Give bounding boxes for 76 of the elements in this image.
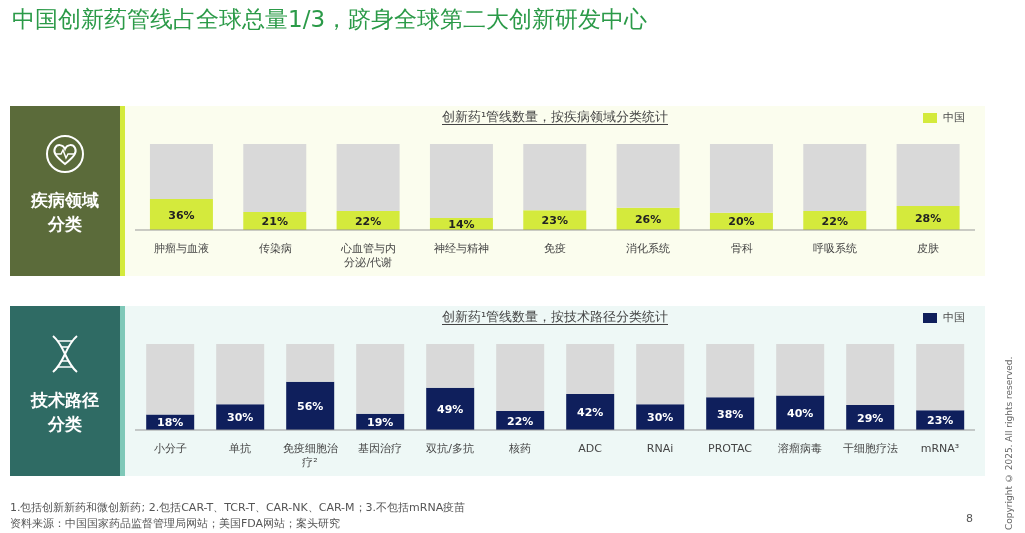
text: Copyright © 2025. All rights reserved.	[1004, 355, 1015, 530]
data-label: 14%	[448, 217, 475, 231]
bar	[426, 387, 475, 430]
bar	[286, 344, 335, 382]
x-tick-label: 皮肤	[917, 242, 940, 255]
data-label: 23%	[541, 214, 568, 228]
text: 8	[966, 512, 973, 525]
x-tick-label: mRNA³	[920, 442, 960, 455]
data-label: 30%	[647, 411, 674, 425]
x-tick-label: 溶瘤病毒	[778, 442, 822, 455]
chart-title: 创新药¹管线数量，按技术路径分类统计	[441, 309, 669, 325]
bar	[523, 144, 587, 211]
x-tick-label: 骨科	[730, 242, 753, 255]
bar	[706, 344, 755, 398]
text: 中国创新药管线占全球总量1/3，跻身全球第二大创新研发中心	[12, 5, 648, 34]
x-tick-label: 消化系统	[626, 242, 671, 255]
x-tick-label: RNAi	[646, 442, 674, 455]
data-label: 38%	[717, 407, 744, 421]
bar	[216, 344, 265, 405]
bar	[286, 381, 335, 430]
data-label: 19%	[367, 415, 394, 429]
bar	[336, 144, 400, 212]
bar	[916, 344, 965, 411]
data-label: 28%	[914, 211, 942, 225]
x-tick-label: 干细胞疗法	[842, 442, 898, 455]
x-tick-label: 免疫	[544, 242, 566, 255]
data-label: 23%	[927, 414, 954, 428]
bar	[776, 344, 825, 396]
legend-label: 中国	[942, 110, 965, 125]
data-label: 21%	[261, 214, 288, 228]
text: 1.包括创新新药和微创新药; 2.包括CAR-T、TCR-T、CAR-NK、CAR-M；3.不包括mRNA疫苗	[10, 500, 466, 516]
x-tick-label: 呼吸系统	[813, 242, 857, 255]
bar	[429, 144, 493, 218]
legend-label: 中国	[942, 310, 965, 325]
data-label: 56%	[297, 399, 324, 413]
text: 资料来源：中国国家药品监督管理局网站；美国FDA网站；案头研究	[10, 516, 342, 532]
data-label: 42%	[577, 405, 604, 419]
x-tick-label: 传染病	[258, 242, 292, 255]
bar	[243, 144, 307, 212]
data-label: 22%	[821, 214, 848, 228]
data-label: 20%	[728, 215, 755, 229]
data-label: 36%	[168, 208, 195, 222]
x-tick-label: 双抗/多抗	[426, 442, 474, 455]
x-tick-label: 肿瘤与血液	[154, 242, 210, 255]
data-label: 22%	[354, 214, 382, 228]
bar	[146, 344, 195, 415]
bar	[496, 344, 545, 412]
bar	[566, 344, 615, 394]
text: 技术路径分类	[29, 389, 100, 436]
bar	[149, 144, 213, 200]
chart-title: 创新药¹管线数量，按疾病领域分类统计	[441, 109, 669, 125]
x-tick-label: 免疫细胞治疗²	[282, 442, 338, 469]
data-label: 18%	[157, 416, 184, 430]
x-tick-label: 单抗	[229, 442, 251, 455]
data-label: 22%	[507, 414, 534, 428]
bar	[636, 344, 685, 405]
data-label: 49%	[437, 402, 464, 416]
bar	[709, 144, 773, 213]
bar	[896, 144, 960, 206]
data-label: 26%	[634, 212, 662, 226]
x-tick-label: 核药	[508, 442, 531, 455]
text: 疾病领域分类	[30, 189, 100, 236]
data-label: 29%	[857, 411, 884, 425]
x-tick-label: 基因治疗	[358, 442, 402, 455]
bar	[616, 144, 680, 208]
x-tick-label: ADC	[578, 442, 603, 455]
bar	[846, 344, 895, 406]
data-label: 30%	[227, 411, 254, 425]
bar	[356, 344, 405, 414]
x-tick-label: PROTAC	[708, 442, 753, 455]
x-tick-label: 心血管与内分泌/代谢	[339, 242, 396, 269]
bar	[803, 144, 867, 212]
x-tick-label: 小分子	[153, 442, 187, 455]
data-label: 40%	[787, 406, 814, 420]
bar	[426, 344, 475, 388]
x-tick-label: 神经与精神	[434, 242, 490, 255]
